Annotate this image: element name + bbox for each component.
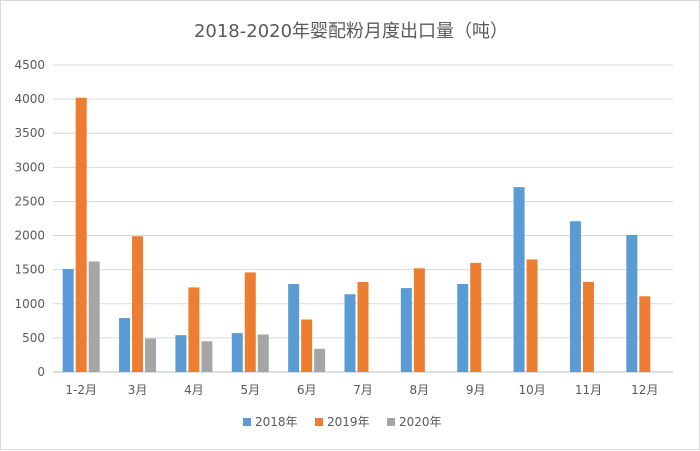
x-tick-label: 7月 — [353, 383, 373, 397]
y-axis-ticks: 0 500 1000 1500 2000 2500 3000 3500 4000 4500 — [14, 58, 45, 379]
legend: 2018年 2019年 2020年 — [243, 415, 442, 429]
bar-2018年-6月 — [288, 283, 300, 372]
y-tick-label: 0 — [37, 365, 45, 379]
bar-2019年-12月 — [639, 296, 651, 372]
x-tick-label: 11月 — [575, 383, 602, 397]
x-axis-ticks: 1-2月 3月 4月 5月 6月 7月 8月 9月 10月 11月 12月 — [65, 383, 658, 397]
bar-2018年-9月 — [457, 283, 469, 372]
legend-swatch — [387, 418, 395, 426]
bar-2019年-6月 — [301, 319, 313, 372]
bar-2019年-3月 — [132, 236, 144, 372]
x-tick-label: 8月 — [410, 383, 430, 397]
bar-2019年-5月 — [244, 272, 256, 372]
gridlines — [53, 64, 673, 373]
bar-2020年-5月 — [257, 334, 269, 372]
y-tick-label: 2500 — [14, 194, 45, 208]
bars — [62, 97, 651, 372]
x-tick-label: 5月 — [240, 383, 260, 397]
bar-2018年-11月 — [569, 221, 581, 372]
bar-2019年-10月 — [526, 259, 538, 372]
legend-label: 2020年 — [399, 415, 442, 429]
bar-2019年-11月 — [582, 281, 594, 372]
y-tick-label: 4000 — [14, 92, 45, 106]
x-tick-label: 1-2月 — [65, 383, 97, 397]
y-tick-label: 500 — [22, 331, 45, 345]
bar-2018年-1-2月 — [62, 268, 74, 372]
x-tick-label: 10月 — [518, 383, 545, 397]
bar-2019年-4月 — [188, 287, 200, 372]
legend-swatch — [315, 418, 323, 426]
y-tick-label: 1000 — [14, 297, 45, 311]
x-tick-label: 6月 — [297, 383, 317, 397]
y-tick-label: 4500 — [14, 58, 45, 72]
bar-2018年-7月 — [344, 294, 356, 372]
chart-title: 2018-2020年婴配粉月度出口量（吨） — [194, 21, 508, 42]
bar-2018年-10月 — [513, 187, 525, 372]
bar-2020年-6月 — [314, 348, 326, 372]
bar-2019年-1-2月 — [75, 97, 87, 372]
bar-2020年-4月 — [201, 341, 213, 372]
bar-2018年-3月 — [119, 318, 131, 372]
y-tick-label: 1500 — [14, 263, 45, 277]
y-tick-label: 3500 — [14, 126, 45, 140]
legend-swatch — [243, 418, 251, 426]
x-tick-label: 12月 — [631, 383, 658, 397]
y-tick-label: 2000 — [14, 229, 45, 243]
bar-2018年-4月 — [175, 335, 187, 372]
bar-2020年-3月 — [145, 338, 157, 372]
bar-2018年-12月 — [626, 234, 638, 372]
bar-2020年-1-2月 — [88, 261, 100, 372]
bar-2019年-8月 — [413, 268, 425, 372]
legend-label: 2018年 — [255, 415, 298, 429]
x-tick-label: 3月 — [128, 383, 148, 397]
y-tick-label: 3000 — [14, 160, 45, 174]
bar-2018年-8月 — [400, 288, 412, 372]
bar-2019年-7月 — [357, 281, 369, 372]
legend-label: 2019年 — [327, 415, 370, 429]
bar-2018年-5月 — [231, 333, 243, 372]
x-tick-label: 9月 — [466, 383, 486, 397]
x-tick-label: 4月 — [184, 383, 204, 397]
bar-2019年-9月 — [470, 262, 482, 372]
